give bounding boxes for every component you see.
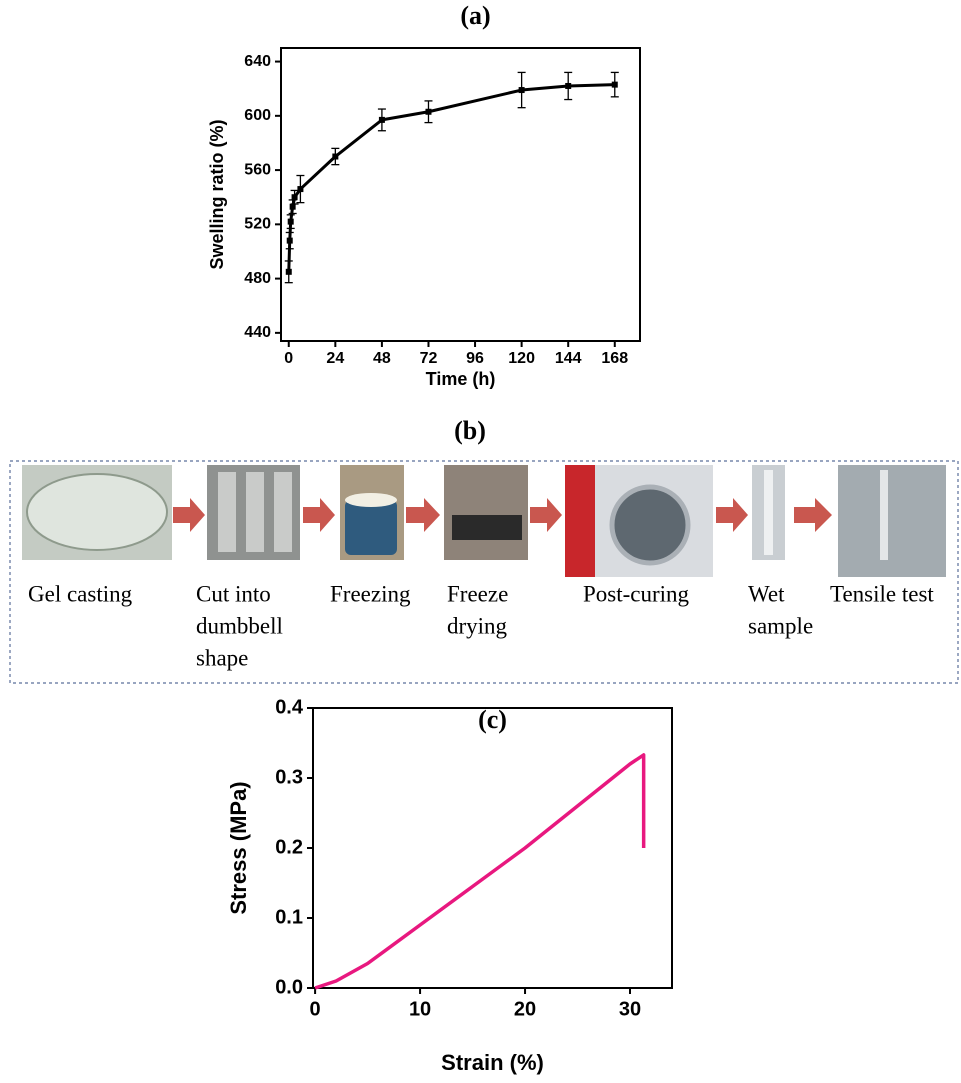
- arrow: [173, 498, 205, 532]
- photos: [22, 465, 946, 577]
- marker: [425, 108, 432, 115]
- marker: [286, 237, 293, 244]
- x-tick-label: 30: [619, 998, 641, 1020]
- y-axis-label: Swelling ratio (%): [207, 119, 227, 269]
- marker: [518, 87, 525, 94]
- x-axis-label: Time (h): [426, 369, 496, 389]
- marker: [291, 194, 298, 201]
- y-tick-label: 480: [244, 270, 271, 287]
- x-tick-label: 168: [601, 350, 628, 367]
- y-tick-label: 0.3: [275, 766, 303, 788]
- x-tick-label: 10: [409, 998, 431, 1020]
- step-label: drying: [447, 613, 508, 638]
- x-tick-label: 48: [373, 350, 391, 367]
- y-tick-label: 520: [244, 216, 271, 233]
- x-tick-label: 72: [420, 350, 438, 367]
- photo: [345, 500, 397, 555]
- y-axis-label: Stress (MPa): [226, 781, 251, 914]
- arrow: [303, 498, 335, 532]
- photo: [345, 493, 397, 507]
- series-line: [314, 753, 646, 990]
- process-frame: [9, 460, 959, 684]
- step-label: Cut into: [196, 581, 271, 606]
- step-label: shape: [196, 645, 248, 670]
- x-tick-label: 24: [326, 350, 344, 367]
- plot-frame: [280, 47, 641, 342]
- marker: [332, 153, 339, 160]
- y-tick-label: 0.2: [275, 836, 303, 858]
- series-line: [287, 83, 615, 272]
- x-tick-label: 144: [555, 350, 582, 367]
- arrow: [794, 498, 832, 532]
- y-tick-label: 0.1: [275, 906, 303, 928]
- photo: [609, 484, 691, 566]
- x-tick-label: 120: [508, 350, 535, 367]
- y-tick-label: 640: [244, 53, 271, 70]
- x-tick-label: 0: [310, 998, 321, 1020]
- y-tick-label: 0.4: [275, 696, 304, 718]
- step-label: Wet: [748, 581, 785, 606]
- panel-title: (b): [454, 416, 486, 445]
- photo: [26, 473, 168, 551]
- photo: [764, 470, 773, 555]
- y-tick-label: 600: [244, 107, 271, 124]
- photo: [452, 515, 522, 540]
- chart-title: (a): [460, 1, 490, 30]
- marker: [565, 82, 572, 89]
- step-label: Gel casting: [28, 581, 133, 606]
- x-tick-label: 20: [514, 998, 536, 1020]
- step-label: sample: [748, 613, 813, 638]
- marker: [289, 203, 296, 210]
- y-tick-label: 560: [244, 161, 271, 178]
- x-axis-label: Strain (%): [441, 1050, 544, 1075]
- photo: [246, 472, 264, 552]
- x-tick-label: 96: [466, 350, 484, 367]
- marker: [297, 186, 304, 193]
- marker: [611, 81, 618, 88]
- plot-frame: [312, 707, 673, 989]
- photo: [565, 465, 595, 577]
- arrows: [173, 498, 832, 532]
- step-label: Freezing: [330, 581, 411, 606]
- y-tick-label: 0.0: [275, 976, 303, 998]
- step-label: Post-curing: [583, 581, 690, 606]
- arrow: [406, 498, 440, 532]
- photo: [880, 470, 888, 560]
- photo: [274, 472, 292, 552]
- photo: [444, 465, 528, 560]
- x-tick-label: 0: [284, 350, 293, 367]
- marker: [378, 116, 385, 123]
- y-tick-label: 440: [244, 324, 271, 341]
- step-label: Tensile test: [830, 581, 934, 606]
- marker: [287, 218, 294, 225]
- arrow: [530, 498, 562, 532]
- marker: [285, 268, 292, 275]
- arrow: [716, 498, 748, 532]
- photo: [838, 465, 946, 577]
- step-label: Freeze: [447, 581, 508, 606]
- photo: [218, 472, 236, 552]
- chart-title: (c): [478, 705, 507, 734]
- step-label: dumbbell: [196, 613, 283, 638]
